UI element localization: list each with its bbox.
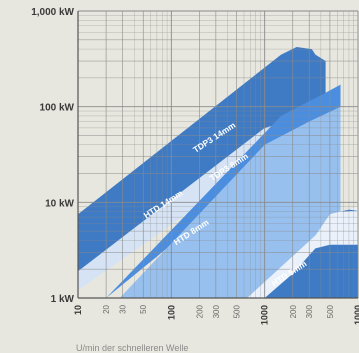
x-tick-label-10: 300	[305, 304, 314, 318]
x-tick-label-5: 200	[195, 304, 204, 318]
y-tick-label-1: 10 kW	[45, 198, 74, 209]
x-tick-label-8: 1000	[260, 305, 270, 325]
x-tick-label-4: 100	[166, 305, 176, 320]
x-tick-label-0: 10	[73, 305, 83, 315]
x-tick-label-6: 300	[212, 304, 221, 318]
x-axis-label: U/min der schnelleren Welle	[76, 343, 188, 353]
x-tick-label-3: 50	[139, 304, 148, 313]
x-tick-label-1: 20	[102, 304, 111, 313]
y-tick-label-3: 1,000 kW	[31, 7, 74, 18]
y-tick-label-2: 100 kW	[40, 103, 75, 114]
y-tick-label-0: 1 kW	[51, 294, 75, 305]
x-tick-label-12: 1000	[353, 305, 359, 325]
x-tick-label-11: 500	[326, 304, 335, 318]
x-tick-label-7: 500	[233, 304, 242, 318]
x-tick-label-2: 30	[119, 304, 128, 313]
x-tick-label-9: 200	[289, 304, 298, 318]
